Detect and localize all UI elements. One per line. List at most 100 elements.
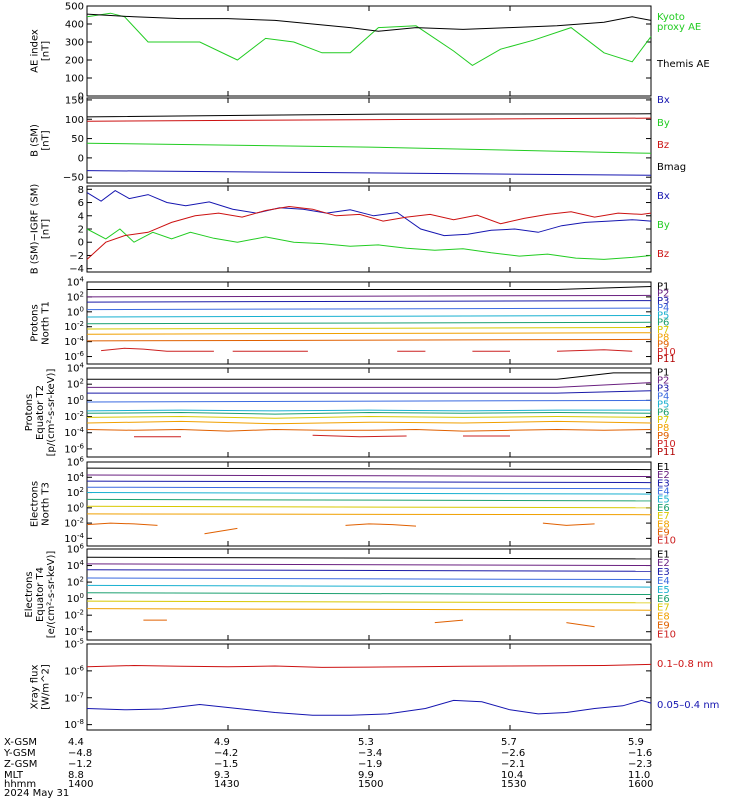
series-line-e8 bbox=[86, 513, 652, 516]
y-axis-label: ElectronsEquator T4[e/(cm²-s-sr-keV)] bbox=[24, 551, 57, 639]
series-line-p10 bbox=[101, 347, 214, 352]
series-line-p6 bbox=[86, 321, 652, 325]
legend-label: P5 bbox=[657, 310, 669, 321]
legend-label: P1 bbox=[657, 281, 669, 292]
footer-label: Z-GSM bbox=[4, 759, 38, 770]
legend-label: P6 bbox=[657, 407, 669, 418]
y-tick-label: 10-2 bbox=[64, 410, 84, 423]
series-line-p5 bbox=[86, 315, 652, 318]
legend-label: Bz bbox=[657, 140, 669, 151]
legend-label: P3 bbox=[657, 296, 669, 307]
y-tick-label: 104 bbox=[67, 471, 85, 484]
y-axis-label: B (SM)−IGRF (SM)[nT] bbox=[30, 184, 52, 275]
y-axis-label: ProtonsEquator T2[p/(cm²-s-sr-keV)] bbox=[24, 369, 57, 457]
footer-value: 5.9 bbox=[628, 737, 644, 748]
footer-value: 9.9 bbox=[358, 770, 374, 781]
series-line-e9 bbox=[542, 522, 595, 526]
legend-label: E3 bbox=[657, 478, 670, 489]
series-line-kyoto-proxy-ae bbox=[86, 12, 652, 66]
series-line-bz bbox=[86, 117, 652, 122]
panel-5: 104 102 100 10-2 10-4 10-6 ProtonsEquator T2[p… bbox=[24, 362, 676, 458]
series-line-p4 bbox=[86, 399, 652, 403]
legend-label: P11 bbox=[657, 447, 676, 458]
legend-label: Bmag bbox=[657, 162, 686, 173]
y-tick-label: 10-4 bbox=[64, 335, 84, 348]
y-tick-label: 102 bbox=[67, 576, 84, 589]
legend-label: P7 bbox=[657, 325, 669, 336]
series-line-bmag bbox=[86, 113, 652, 118]
footer-row-mlt: MLT 8.8 9.3 9.9 10.4 11.0 bbox=[4, 770, 744, 782]
legend-label: P8 bbox=[657, 332, 669, 343]
panel-2: 150 100 50 0 −50 B (SM)[nT] Bx By Bz Bmag bbox=[30, 95, 687, 184]
series-line-e3 bbox=[86, 569, 652, 572]
series-line-e9 bbox=[86, 522, 158, 526]
panel-7: 106 104 102 100 10-2 10-4 ElectronsEquator T4[… bbox=[24, 543, 676, 641]
legend-label: P2 bbox=[657, 289, 669, 300]
legend-label: P9 bbox=[657, 340, 669, 351]
footer-value: 5.3 bbox=[358, 737, 374, 748]
legend-label: P11 bbox=[657, 354, 676, 365]
y-tick-label: 100 bbox=[65, 74, 84, 85]
y-tick-label: 50 bbox=[71, 134, 84, 145]
legend-label: P2 bbox=[657, 376, 669, 387]
footer-value: 5.7 bbox=[501, 737, 517, 748]
footer-value: −1.2 bbox=[68, 759, 93, 770]
footer-label: MLT bbox=[4, 770, 23, 781]
y-tick-label: 104 bbox=[67, 276, 85, 289]
footer-value: −2.3 bbox=[628, 759, 653, 770]
y-tick-label: 102 bbox=[67, 378, 84, 391]
series-line-themis-ae bbox=[86, 13, 652, 32]
footer-value: 1500 bbox=[358, 779, 384, 790]
footer-value: 11.0 bbox=[628, 770, 651, 781]
footer-value: 8.8 bbox=[68, 770, 84, 781]
plot-frame bbox=[86, 461, 652, 547]
footer-value: 10.4 bbox=[501, 770, 524, 781]
legend-label: Bx bbox=[657, 191, 670, 202]
y-tick-label: 10-8 bbox=[64, 718, 84, 731]
y-axis-label: ElectronsNorth T3 bbox=[30, 481, 52, 527]
footer-value: −3.4 bbox=[358, 748, 383, 759]
legend-label: E8 bbox=[657, 612, 670, 623]
legend-label: proxy AE bbox=[657, 22, 701, 33]
y-tick-label: 102 bbox=[67, 290, 84, 303]
y-tick-label: 200 bbox=[65, 56, 84, 67]
footer-value: 1430 bbox=[214, 779, 240, 790]
series-line-0-05-0-4-nm bbox=[86, 699, 652, 716]
legend-label: 0.1–0.8 nm bbox=[657, 659, 713, 670]
y-tick-label: 104 bbox=[67, 362, 85, 375]
legend-label: E10 bbox=[657, 536, 676, 547]
legend-label: E5 bbox=[657, 495, 670, 506]
legend-label: P8 bbox=[657, 423, 669, 434]
series-line-p1 bbox=[87, 286, 652, 290]
footer-value: −2.6 bbox=[501, 748, 526, 759]
y-tick-label: 102 bbox=[67, 486, 84, 499]
series-line-p6 bbox=[86, 411, 652, 415]
legend-label: P9 bbox=[657, 431, 669, 442]
footer-date: 2024 May 31 bbox=[4, 788, 70, 799]
y-tick-label: 2 bbox=[78, 225, 84, 236]
series-line-p7 bbox=[86, 415, 652, 419]
y-tick-label: 10-2 bbox=[64, 320, 84, 333]
series-line-p1 bbox=[87, 372, 651, 380]
series-line-e6 bbox=[86, 592, 652, 595]
y-tick-label: 10-4 bbox=[64, 426, 84, 439]
series-line-e2 bbox=[86, 474, 652, 477]
legend-label: Bz bbox=[657, 249, 669, 260]
y-tick-label: −4 bbox=[69, 264, 84, 275]
y-tick-label: 10-2 bbox=[64, 609, 84, 622]
y-tick-label: 100 bbox=[67, 501, 84, 514]
footer-value: −4.2 bbox=[214, 748, 239, 759]
series-line-p4 bbox=[86, 307, 652, 311]
y-tick-label: 0 bbox=[78, 238, 84, 249]
y-axis-label: B (SM)[nT] bbox=[30, 124, 52, 157]
plot-frame bbox=[86, 97, 652, 184]
y-tick-label: 10-2 bbox=[64, 517, 84, 530]
y-tick-label: 10-7 bbox=[64, 691, 84, 704]
legend-label: P4 bbox=[657, 391, 669, 402]
series-line-p3 bbox=[87, 390, 652, 394]
legend-label: P6 bbox=[657, 318, 669, 329]
legend-label: E10 bbox=[657, 629, 676, 640]
y-tick-label: 0 bbox=[78, 153, 84, 164]
